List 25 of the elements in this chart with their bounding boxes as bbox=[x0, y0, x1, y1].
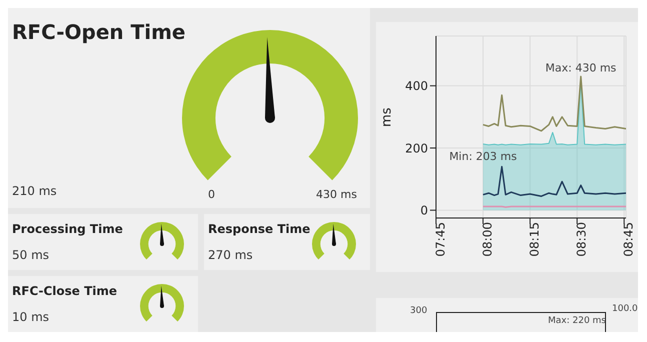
x-tick-label: 08:30 bbox=[574, 222, 589, 257]
text: RFC-Open Time bbox=[12, 20, 186, 44]
y-tick-label: 200 bbox=[405, 141, 428, 156]
text: 270 ms bbox=[208, 248, 253, 262]
annotation: Min: 203 ms bbox=[449, 150, 518, 163]
y-tick-label: 400 bbox=[405, 79, 428, 94]
y-axis-title: ms bbox=[380, 107, 395, 127]
x-tick-label: 08:00 bbox=[480, 222, 495, 257]
y-tick-label: 0 bbox=[420, 203, 428, 218]
text: 100.0 bbox=[612, 304, 638, 314]
text: 430 ms bbox=[316, 188, 357, 201]
text: RFC-Close Time bbox=[12, 284, 118, 298]
x-tick-label: 07:45 bbox=[434, 222, 448, 257]
annotation: Max: 430 ms bbox=[545, 61, 617, 74]
text: 210 ms bbox=[12, 184, 57, 198]
text: 0 bbox=[208, 188, 215, 201]
x-tick-label: 08:45 bbox=[622, 222, 636, 257]
text: Processing Time bbox=[12, 222, 123, 236]
x-tick-label: 08:15 bbox=[528, 222, 542, 257]
text: 50 ms bbox=[12, 248, 50, 262]
text: 10 ms bbox=[12, 310, 50, 324]
line-series bbox=[482, 166, 626, 197]
text: 300 bbox=[410, 306, 428, 316]
text: Response Time bbox=[208, 222, 310, 236]
line-series bbox=[482, 76, 626, 132]
